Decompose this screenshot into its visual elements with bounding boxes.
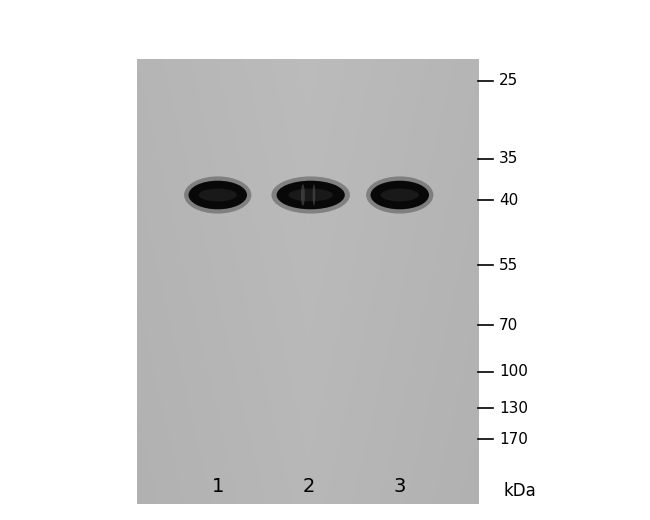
Ellipse shape	[289, 189, 333, 201]
Text: 40: 40	[499, 193, 519, 207]
Ellipse shape	[381, 189, 419, 201]
Text: 3: 3	[393, 477, 406, 496]
Ellipse shape	[277, 180, 344, 209]
Text: 130: 130	[499, 401, 528, 415]
Text: 35: 35	[499, 151, 519, 166]
Text: 70: 70	[499, 318, 519, 332]
Text: 170: 170	[499, 432, 528, 447]
Text: 2: 2	[302, 477, 315, 496]
Ellipse shape	[301, 184, 305, 206]
Ellipse shape	[184, 176, 252, 214]
Text: 100: 100	[499, 365, 528, 379]
Ellipse shape	[272, 176, 350, 214]
Text: 1: 1	[211, 477, 224, 496]
Ellipse shape	[199, 189, 237, 201]
Ellipse shape	[370, 180, 429, 209]
Text: 25: 25	[499, 73, 519, 88]
Ellipse shape	[313, 184, 315, 206]
Text: 55: 55	[499, 258, 519, 272]
Text: kDa: kDa	[504, 483, 536, 500]
Ellipse shape	[366, 176, 434, 214]
Ellipse shape	[188, 180, 247, 209]
